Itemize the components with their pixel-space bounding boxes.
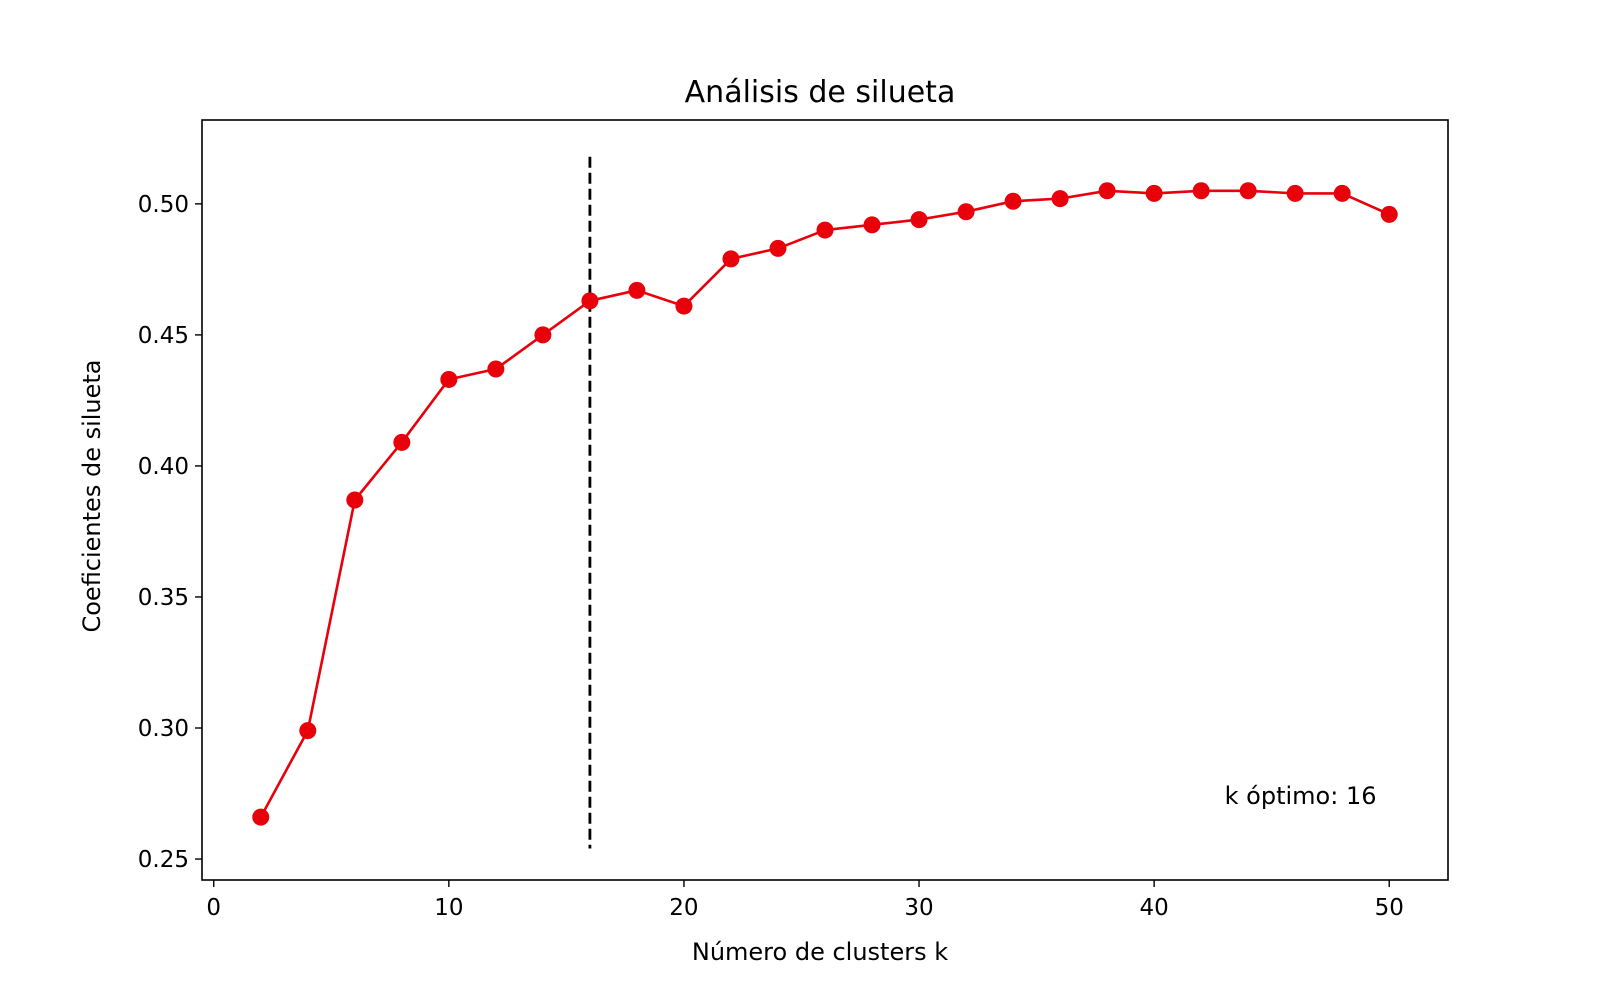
x-tick-label: 40 xyxy=(1139,895,1168,921)
series-line xyxy=(259,189,1390,818)
data-point xyxy=(1333,184,1351,202)
x-tick-label: 50 xyxy=(1375,895,1404,921)
y-tick-label: 0.25 xyxy=(138,847,189,873)
data-point xyxy=(393,433,411,451)
data-point xyxy=(1051,190,1069,208)
x-tick-label: 10 xyxy=(434,895,463,921)
plot-frame xyxy=(201,119,1449,881)
data-point xyxy=(863,216,881,234)
data-point xyxy=(675,297,693,315)
chart-title: Análisis de silueta xyxy=(685,75,956,110)
data-point xyxy=(816,221,834,239)
data-point xyxy=(957,203,975,221)
data-point xyxy=(1098,182,1116,200)
data-point xyxy=(1239,182,1257,200)
y-axis-label: Coeficientes de silueta xyxy=(78,359,106,632)
data-point xyxy=(628,281,646,299)
data-point xyxy=(910,211,928,229)
y-tick-label: 0.40 xyxy=(138,454,189,480)
y-tick-label: 0.50 xyxy=(138,192,189,218)
data-point xyxy=(487,360,505,378)
y-tick-label: 0.30 xyxy=(138,716,189,742)
optimal-k-annotation: k óptimo: 16 xyxy=(1225,782,1377,810)
data-point xyxy=(534,326,552,344)
data-point xyxy=(1380,205,1398,223)
x-tick-label: 0 xyxy=(206,895,221,921)
data-point xyxy=(440,370,458,388)
plot-area: 0 10 20 30 40 50 0.25 0.30 0.35 0.40 0.45 0.50 k ópt… xyxy=(138,119,1449,921)
x-axis-label: Número de clusters k xyxy=(692,938,948,966)
data-point xyxy=(1192,182,1210,200)
data-point xyxy=(769,239,787,257)
data-point xyxy=(1004,192,1022,210)
data-point xyxy=(722,250,740,268)
x-tick-label: 20 xyxy=(669,895,698,921)
x-tick-label: 30 xyxy=(904,895,933,921)
data-point xyxy=(346,491,364,509)
data-point xyxy=(299,722,317,740)
data-point xyxy=(581,292,599,310)
data-point xyxy=(1145,184,1163,202)
data-point xyxy=(252,808,270,826)
y-tick-label: 0.35 xyxy=(138,585,189,611)
data-point xyxy=(1286,184,1304,202)
y-tick-label: 0.45 xyxy=(138,323,189,349)
